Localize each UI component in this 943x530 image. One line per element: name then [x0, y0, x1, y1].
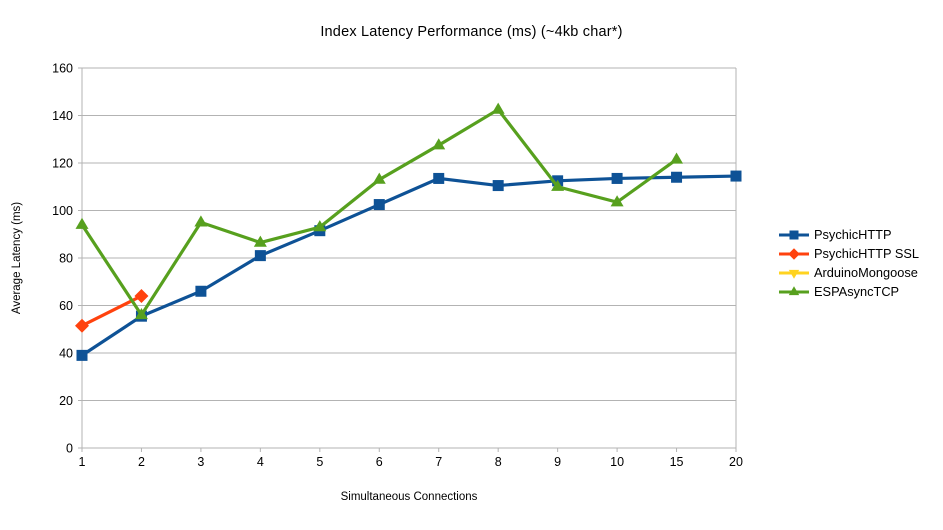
series-marker-psychichttp: [254, 250, 266, 262]
x-tick-label: 4: [257, 455, 264, 469]
series-marker-psychichttp-ssl: [134, 289, 149, 303]
legend-label-psychichttp-ssl: PsychicHTTP SSL: [814, 246, 920, 261]
x-axis-title: Simultaneous Connections: [340, 491, 478, 503]
x-tick-label: 8: [495, 455, 502, 469]
series-marker-psychichttp: [730, 170, 742, 182]
series-marker-espasynctcp: [670, 152, 684, 164]
x-tick-label: 1: [79, 455, 86, 469]
x-tick-label: 20: [729, 455, 743, 469]
x-tick-label: 15: [670, 455, 684, 469]
series-marker-psychichttp: [195, 285, 207, 297]
chart-title: Index Latency Performance (ms) (~4kb cha…: [320, 24, 623, 40]
legend-item-espasynctcp: ESPAsyncTCP: [779, 282, 919, 301]
series-marker-espasynctcp: [610, 195, 624, 207]
legend-marker-psychichttp: [779, 230, 809, 239]
series-marker-psychichttp: [611, 172, 623, 184]
y-tick-label: 40: [59, 347, 73, 361]
series-marker-psychichttp: [76, 349, 88, 361]
y-tick-label: 140: [52, 109, 73, 123]
series-marker-psychichttp: [492, 180, 504, 192]
legend-item-psychichttp-ssl: PsychicHTTP SSL: [779, 244, 919, 263]
series-line-psychichttp: [81, 174, 737, 357]
series-marker-psychichttp-ssl: [75, 318, 89, 333]
y-tick-label: 0: [66, 442, 73, 456]
x-tick-label: 7: [435, 455, 442, 469]
legend-label-arduinomongoose: ArduinoMongoose: [814, 265, 918, 280]
series-marker-espasynctcp: [134, 308, 148, 320]
x-tick-label: 9: [554, 455, 561, 469]
series-marker-espasynctcp: [253, 235, 267, 247]
y-tick-label: 20: [59, 394, 73, 408]
series-marker-espasynctcp: [372, 172, 386, 184]
series-marker-espasynctcp: [194, 215, 208, 227]
series-marker-espasynctcp: [432, 138, 446, 150]
legend: PsychicHTTP PsychicHTTP SSL ArduinoMongoos…: [779, 225, 919, 301]
y-tick-label: 100: [52, 204, 73, 218]
legend-item-arduinomongoose: ArduinoMongoose: [779, 263, 919, 282]
x-tick-label: 10: [610, 455, 624, 469]
y-tick-label: 160: [52, 62, 73, 76]
legend-label-espasynctcp: ESPAsyncTCP: [814, 284, 900, 299]
series-marker-espasynctcp: [491, 102, 505, 114]
legend-marker-espasynctcp: [779, 285, 809, 295]
legend-marker-arduinomongoose: [779, 269, 809, 279]
x-tick-label: 6: [376, 455, 383, 469]
x-tick-label: 5: [316, 455, 323, 469]
x-tick-label: 3: [197, 455, 204, 469]
y-axis-title: Average Latency (ms): [11, 201, 23, 315]
legend-label-psychichttp: PsychicHTTP: [814, 227, 892, 242]
series-line-espasynctcp: [80, 107, 678, 318]
series-marker-espasynctcp: [313, 220, 327, 232]
series-marker-psychichttp: [671, 171, 683, 183]
legend-item-psychichttp: PsychicHTTP: [779, 225, 919, 244]
series-marker-psychichttp: [373, 199, 385, 211]
legend-marker-psychichttp-ssl: [779, 247, 809, 260]
y-tick-label: 80: [59, 252, 73, 266]
y-tick-label: 120: [52, 157, 73, 171]
x-tick-label: 2: [138, 455, 145, 469]
series-marker-psychichttp: [433, 172, 445, 184]
y-tick-label: 60: [59, 299, 73, 313]
series-marker-espasynctcp: [551, 179, 565, 191]
series-marker-espasynctcp: [75, 217, 89, 229]
